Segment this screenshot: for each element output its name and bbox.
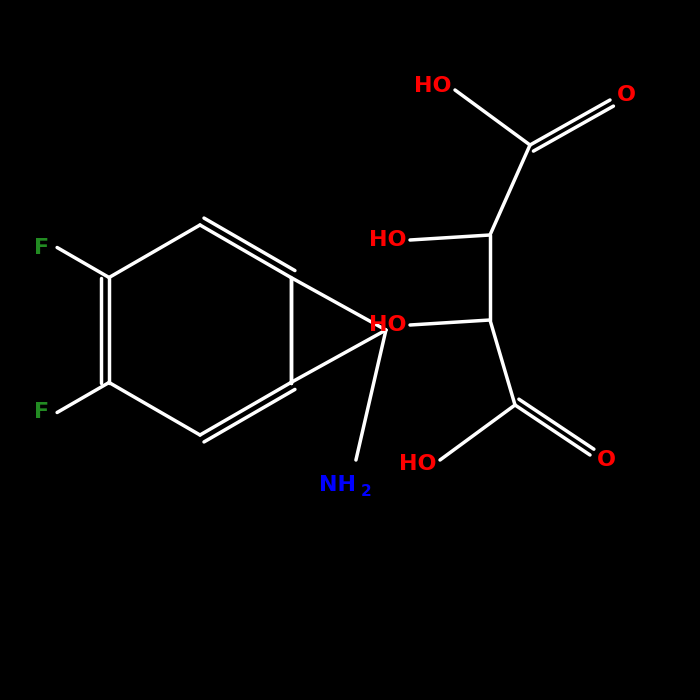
Text: HO: HO xyxy=(414,76,452,96)
Text: NH: NH xyxy=(319,475,356,495)
Text: HO: HO xyxy=(399,454,437,474)
Text: O: O xyxy=(596,450,615,470)
Text: F: F xyxy=(34,237,49,258)
Text: 2: 2 xyxy=(360,484,371,500)
Text: HO: HO xyxy=(370,315,407,335)
Text: HO: HO xyxy=(370,230,407,250)
Text: O: O xyxy=(617,85,636,105)
Text: F: F xyxy=(34,402,49,423)
